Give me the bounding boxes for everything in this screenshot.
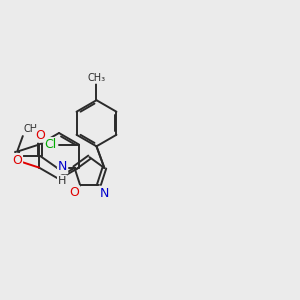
Text: CH₃: CH₃: [87, 73, 106, 83]
Text: Cl: Cl: [45, 138, 57, 151]
Text: N: N: [99, 187, 109, 200]
Text: O: O: [12, 154, 22, 167]
Text: O: O: [69, 186, 79, 199]
Text: O: O: [35, 129, 45, 142]
Text: CH₃: CH₃: [23, 124, 41, 134]
Text: N: N: [58, 160, 67, 173]
Text: H: H: [58, 176, 66, 186]
